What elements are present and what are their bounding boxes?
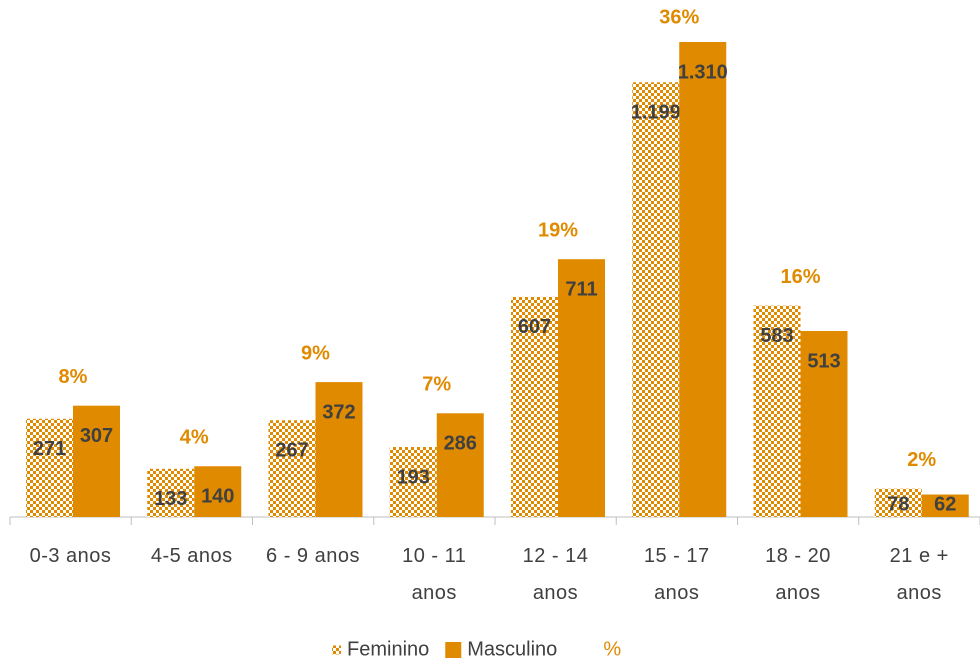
data-label: 307: [80, 425, 113, 447]
data-label: 78: [887, 493, 909, 515]
legend-swatch: [332, 645, 341, 655]
x-tick-label: 10 - 11 anos: [402, 545, 467, 604]
data-label: 267: [275, 439, 308, 461]
data-label: 1.199: [631, 102, 681, 124]
percent-label: 7%: [422, 374, 451, 396]
bar: [26, 418, 73, 517]
percent-label: 4%: [180, 427, 209, 449]
data-label: 1.310: [678, 61, 728, 83]
x-tick-label: 6 - 9 anos: [266, 545, 360, 567]
bar: [436, 413, 484, 517]
data-label: 286: [444, 433, 477, 455]
data-label: 133: [154, 488, 187, 510]
bar: [389, 447, 437, 517]
x-tick-label: 18 - 20 anos: [765, 545, 831, 604]
bar: [315, 382, 363, 517]
x-tick-label: 12 - 14 anos: [522, 545, 589, 604]
percent-label: 36%: [659, 6, 699, 28]
bar: [73, 405, 120, 517]
data-label: 583: [760, 325, 793, 347]
bar: [679, 42, 727, 517]
bar: [800, 330, 848, 517]
data-label: 607: [518, 316, 551, 338]
legend-label: Feminino: [347, 638, 429, 660]
data-label: 711: [565, 278, 597, 300]
data-label: 513: [807, 350, 840, 372]
x-tick-label: 21 e + anos: [889, 545, 949, 604]
data-label: 372: [322, 401, 355, 423]
percent-label: 19%: [538, 219, 578, 241]
data-label: 62: [934, 493, 956, 515]
bar: [753, 305, 801, 517]
bar: [268, 420, 316, 517]
percent-label: 16%: [780, 266, 820, 288]
data-label: 271: [33, 438, 66, 460]
legend-label: %: [603, 638, 621, 660]
x-tick-label: 15 - 17 anos: [643, 545, 710, 604]
data-label: 140: [201, 486, 234, 508]
bar: [921, 494, 969, 517]
legend-label: Masculino: [467, 638, 557, 660]
percent-label: 9%: [301, 342, 330, 364]
bar: [558, 259, 605, 517]
x-tick-label: 0-3 anos: [29, 545, 112, 567]
percent-label: 8%: [59, 366, 88, 388]
data-label: 193: [397, 466, 430, 488]
bar: [147, 468, 195, 517]
bar: [874, 488, 922, 517]
x-tick-label: 4-5 anos: [150, 545, 233, 567]
bar: [632, 82, 680, 517]
percent-label: 2%: [907, 449, 936, 471]
bar: [194, 466, 242, 517]
bar: [511, 296, 558, 517]
legend-swatch: [445, 642, 462, 658]
